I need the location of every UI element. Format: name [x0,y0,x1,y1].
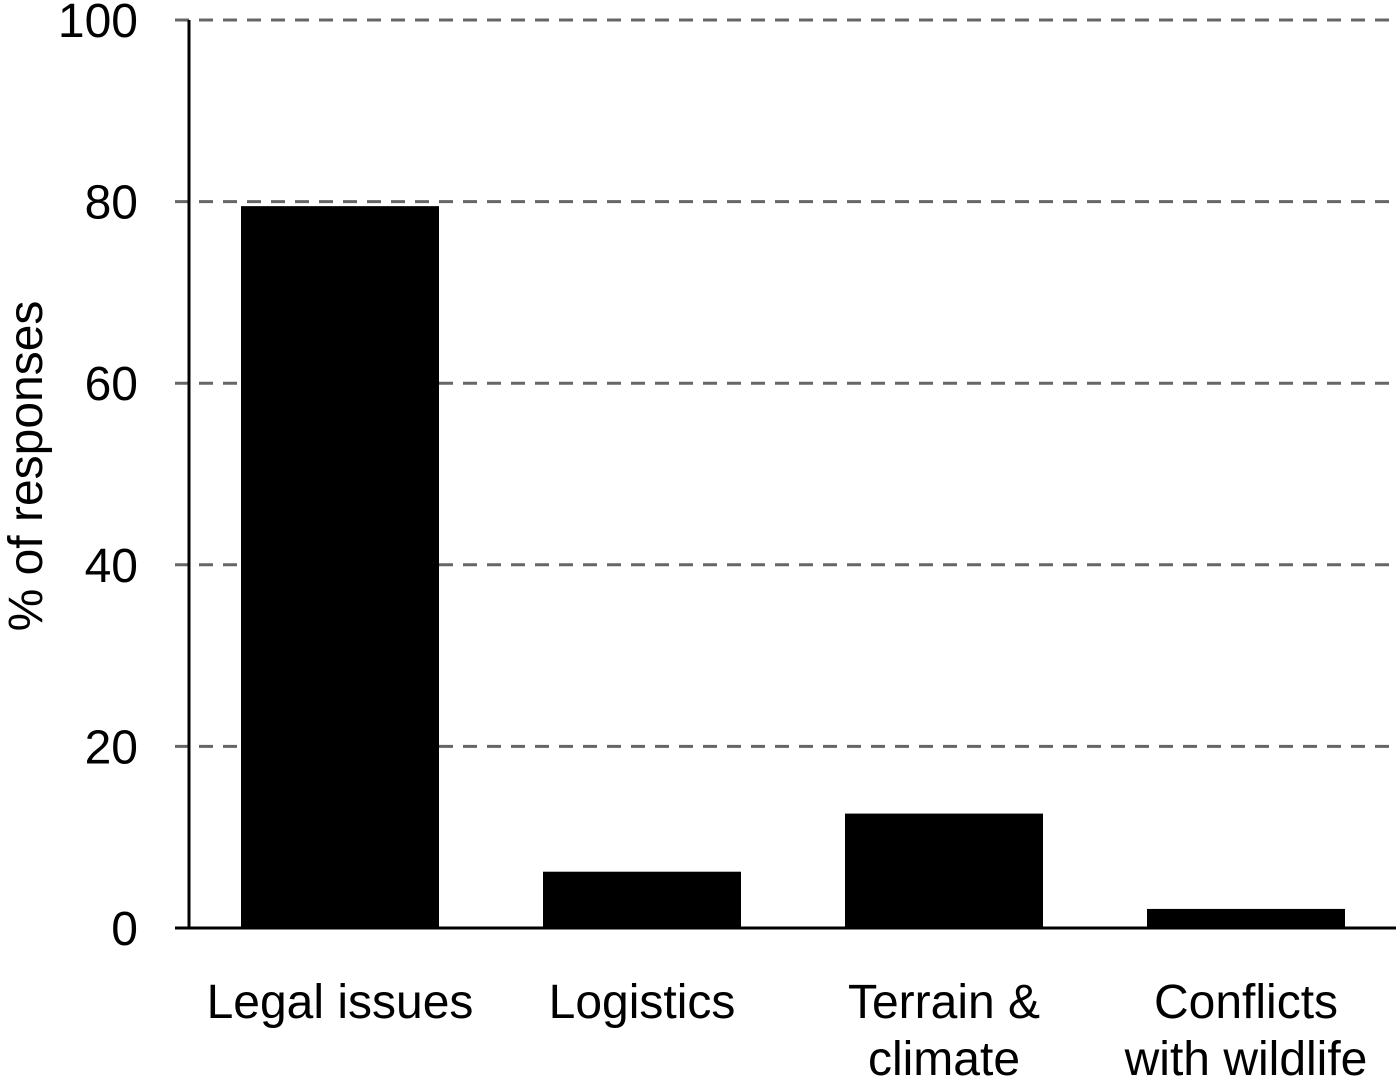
x-category-label: Conflicts with wildlife [1124,976,1368,1086]
x-category-label: Legal issues [207,976,474,1029]
y-tick-label: 40 [85,540,138,593]
x-category-label-line: Logistics [549,976,736,1029]
y-tick-label: 60 [85,358,138,411]
y-tick-label: 80 [85,177,138,230]
y-tick-labels: 0 20 40 60 80 100 [58,0,138,956]
x-category-label: Logistics [549,976,736,1029]
x-category-label: Terrain & climate [848,976,1040,1086]
x-category-label-line: with wildlife [1124,1033,1368,1086]
bar [845,813,1043,928]
bar [543,871,741,928]
x-category-label-line: Terrain & [848,976,1040,1029]
y-tick-label: 20 [85,721,138,774]
bar [241,206,439,928]
y-tick-label: 0 [111,903,138,956]
bar [1147,908,1345,928]
x-category-label-line: Conflicts [1154,976,1338,1029]
x-category-label-line: Legal issues [207,976,474,1029]
x-category-label-line: climate [868,1033,1020,1086]
y-axis-title: % of responses [0,301,53,632]
x-category-labels: Legal issues Logistics Terrain & climate Con… [207,976,1368,1086]
bars [241,206,1345,928]
axes [175,20,1396,930]
y-tick-label: 100 [58,0,138,48]
